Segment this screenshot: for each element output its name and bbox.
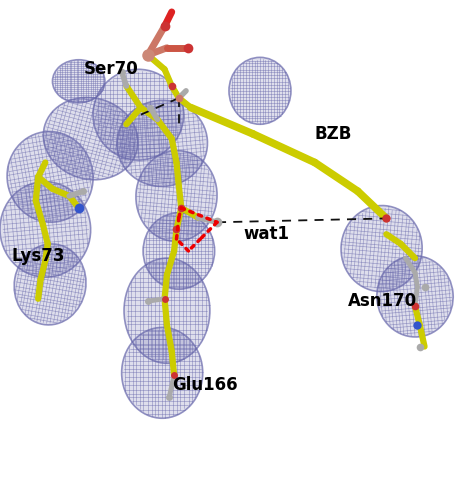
Ellipse shape [124,258,209,363]
Ellipse shape [117,100,207,186]
Text: Lys73: Lys73 [12,247,65,265]
Ellipse shape [7,131,93,222]
Ellipse shape [340,206,421,292]
Text: Ser70: Ser70 [83,60,138,78]
Text: Glu166: Glu166 [171,376,237,394]
Ellipse shape [143,213,214,289]
Ellipse shape [136,151,217,241]
Text: BZB: BZB [314,125,351,143]
Ellipse shape [14,244,86,325]
Ellipse shape [228,57,290,124]
Ellipse shape [43,98,138,180]
Text: wat1: wat1 [243,225,288,243]
Ellipse shape [93,69,183,160]
Text: Asn170: Asn170 [347,292,416,310]
Ellipse shape [121,327,202,418]
Ellipse shape [0,182,90,277]
Ellipse shape [52,60,105,103]
Ellipse shape [376,256,452,337]
